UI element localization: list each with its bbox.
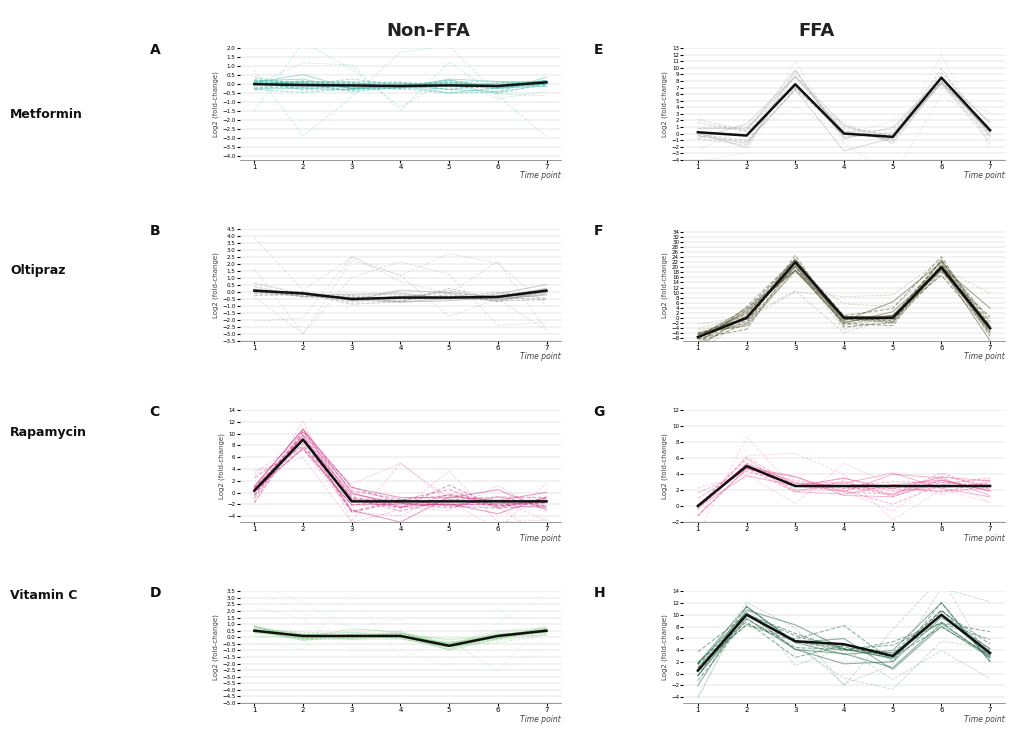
- Y-axis label: Log2 (fold-change): Log2 (fold-change): [661, 433, 667, 499]
- Text: Vitamin C: Vitamin C: [10, 589, 77, 602]
- X-axis label: Time point: Time point: [520, 352, 560, 361]
- Text: A: A: [150, 42, 160, 56]
- Text: B: B: [150, 223, 160, 238]
- Y-axis label: Log2 (fold-change): Log2 (fold-change): [661, 71, 667, 137]
- Y-axis label: Log2 (fold-change): Log2 (fold-change): [661, 614, 667, 680]
- Text: G: G: [593, 405, 604, 419]
- Text: Oltipraz: Oltipraz: [10, 263, 65, 277]
- X-axis label: Time point: Time point: [520, 534, 560, 542]
- Text: F: F: [593, 223, 602, 238]
- Y-axis label: Log2 (fold-change): Log2 (fold-change): [661, 252, 667, 318]
- X-axis label: Time point: Time point: [963, 534, 1004, 542]
- Y-axis label: Log2 (fold-change): Log2 (fold-change): [218, 433, 224, 499]
- Text: Metformin: Metformin: [10, 108, 83, 121]
- Y-axis label: Log2 (fold-change): Log2 (fold-change): [213, 614, 219, 680]
- X-axis label: Time point: Time point: [963, 352, 1004, 361]
- Text: Non-FFA: Non-FFA: [386, 22, 470, 40]
- X-axis label: Time point: Time point: [520, 715, 560, 724]
- Text: H: H: [593, 585, 604, 599]
- Y-axis label: Log2 (fold-change): Log2 (fold-change): [213, 71, 219, 137]
- Text: FFA: FFA: [797, 22, 834, 40]
- X-axis label: Time point: Time point: [963, 172, 1004, 181]
- Text: E: E: [593, 42, 602, 56]
- X-axis label: Time point: Time point: [963, 715, 1004, 724]
- Text: C: C: [150, 405, 160, 419]
- X-axis label: Time point: Time point: [520, 172, 560, 181]
- Text: D: D: [150, 585, 161, 599]
- Y-axis label: Log2 (fold-change): Log2 (fold-change): [213, 252, 219, 318]
- Text: Rapamycin: Rapamycin: [10, 426, 87, 440]
